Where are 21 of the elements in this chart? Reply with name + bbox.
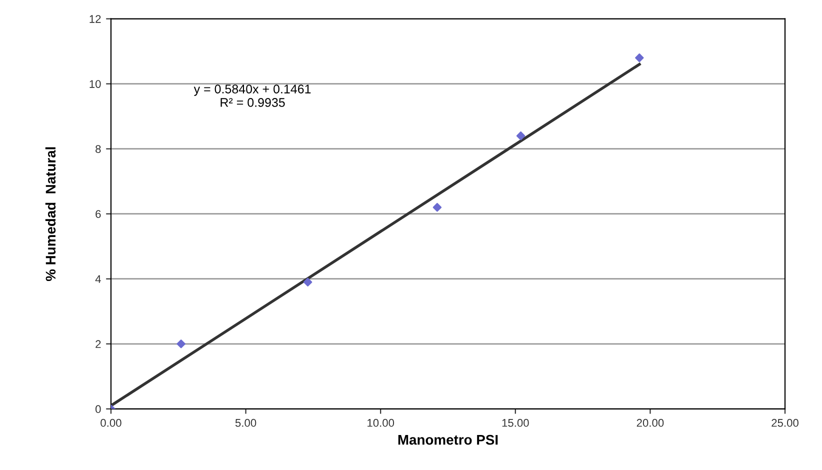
x-tick-label: 5.00 <box>235 418 256 427</box>
y-tick-label: 8 <box>96 145 101 153</box>
x-tick-label: 0.00 <box>100 418 122 427</box>
x-tick-label: 10.00 <box>368 418 394 427</box>
y-tick-label: 10 <box>90 80 101 88</box>
x-tick-label: 15.00 <box>502 418 529 427</box>
point <box>432 202 442 212</box>
y-tick-label: 2 <box>96 340 101 348</box>
point <box>516 131 526 140</box>
x-axis-title: Manometro PSI <box>398 434 498 445</box>
point <box>635 53 644 62</box>
y-axis-title: % Humedad Natural <box>45 147 56 282</box>
y-tick-label: 6 <box>96 210 101 218</box>
y-tick-label: 0 <box>96 405 101 414</box>
y-tick-label: 12 <box>90 15 101 23</box>
y-tick-label: 4 <box>95 275 101 283</box>
annotation: y = 0.5840x + 0.1461 R² = 0.9935 <box>194 84 311 107</box>
point <box>176 340 186 348</box>
x-tick-label: 20.00 <box>636 418 664 427</box>
point <box>303 278 312 286</box>
x-tick-label: 25.00 <box>772 418 798 427</box>
